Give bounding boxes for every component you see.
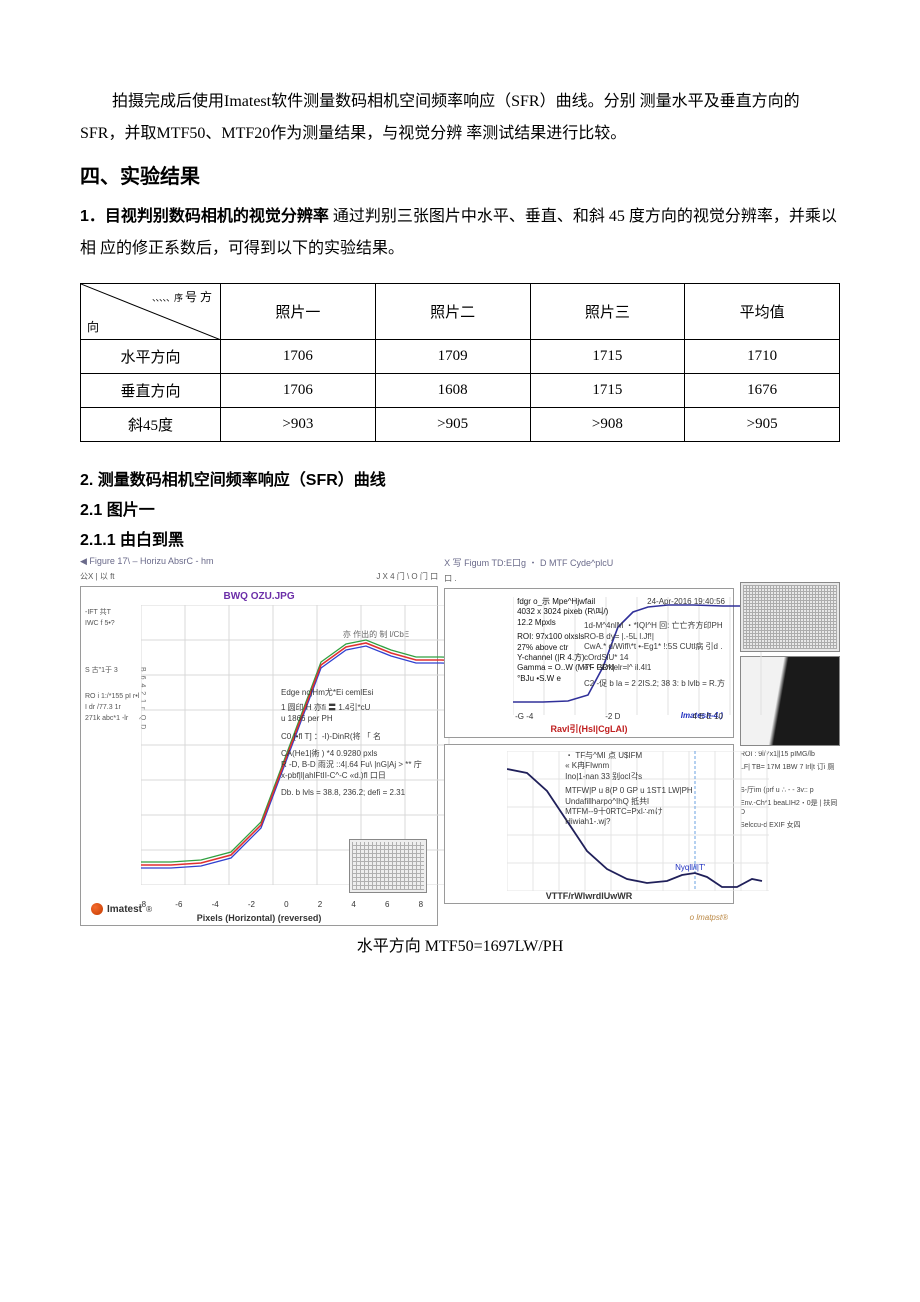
- section-2-1-1-heading: 2.1.1 由白到黑: [80, 526, 840, 550]
- left-window-title: ◀ Figure 17\ – Horizu AbsrC - hm: [80, 556, 438, 567]
- results-table: 、、、、、序 号 方 向 照片一 照片二 照片三 平均值 水平方向 1706 1…: [80, 283, 840, 442]
- side-thumbnail: [740, 582, 840, 652]
- right-chart-panel: X 写 Figum TD:E口g ・ D MTF Cyde^plcU 口 . f…: [444, 556, 734, 926]
- rb-nyquist-label: Nyqll/l|T': [675, 862, 705, 873]
- left-plot: BWQ OZU.JPG 亦 作出的 制 l/CbE -IFT 共T IWC f …: [80, 586, 438, 926]
- left-plot-title: BWQ OZU.JPG: [81, 591, 437, 602]
- rt-right-block: 24-Apr-2016 19:40:56 1d-M^4nlM ・*IQI^H 回…: [584, 597, 725, 690]
- left-toolbar: J X 4 门 \ O 门 口: [376, 571, 438, 582]
- left-y-labels: -IFT 共T IWC f 5•? S 古"1于 3 RO i 1:/*155 …: [85, 607, 137, 885]
- left-thumbnail: [349, 839, 427, 893]
- right-menu: 口 .: [444, 573, 734, 584]
- table-row: 水平方向 1706 1709 1715 1710: [81, 340, 840, 374]
- col-photo3: 照片三: [530, 284, 685, 340]
- section-4-heading: 四、实验结果: [80, 160, 840, 189]
- right-bottom-plot: ・ TF与^MI 点 U$IFM « K冉FIwnm Ino|1-nan 33 …: [444, 744, 734, 904]
- table-corner: 、、、、、序 号 方 向: [81, 284, 221, 340]
- charts-row: ◀ Figure 17\ – Horizu AbsrC - hm 公X | 以 …: [80, 556, 840, 926]
- section-2-heading: 2. 测量数码相机空间频率响应（SFR）曲线: [80, 466, 840, 490]
- col-photo2: 照片二: [375, 284, 530, 340]
- figure-caption: 水平方向 MTF50=1697LW/PH: [80, 932, 840, 956]
- right-top-plot: fdgr o_示 Mpe^Hjwfail 4032 x 3024 pixeb (…: [444, 588, 734, 738]
- rb-xaxis: VTTF/rWlwrdlUwWR: [445, 891, 733, 901]
- left-chart-panel: ◀ Figure 17\ – Horizu AbsrC - hm 公X | 以 …: [80, 556, 438, 926]
- left-xticks: -8-6 -4-2 02 46 8: [139, 900, 423, 909]
- right-window-title: X 写 Figum TD:E口g ・ D MTF Cyde^plcU: [444, 556, 734, 569]
- col-avg: 平均值: [685, 284, 840, 340]
- rb-annot: ・ TF与^MI 点 U$IFM « K冉FIwnm Ino|1-nan 33 …: [565, 751, 693, 828]
- table-row: 斜45度 >903 >905 >908 >905: [81, 408, 840, 442]
- left-menubar: 公X | 以 ft: [80, 572, 115, 581]
- imatest-logo: Imatest®: [91, 903, 152, 915]
- rt-xaxis: Ravl引(Hsl|CgLAI): [445, 722, 733, 735]
- table-row: 垂直方向 1706 1608 1715 1676: [81, 374, 840, 408]
- rb-brand: o lmatpst®: [690, 913, 728, 922]
- col-photo1: 照片一: [221, 284, 376, 340]
- section-2-1-heading: 2.1 图片一: [80, 496, 840, 520]
- rt-xticks: -G -4 -2 D 4 E E 10: [515, 712, 723, 721]
- intro-paragraph: 拍摄完成后使用Imatest软件测量数码相机空间频率响应（SFR）曲线。分别 测…: [80, 86, 840, 150]
- logo-icon: [91, 903, 103, 915]
- section-4-item1-title: 1．目视判别数码相机的视觉分辨率: [80, 208, 329, 225]
